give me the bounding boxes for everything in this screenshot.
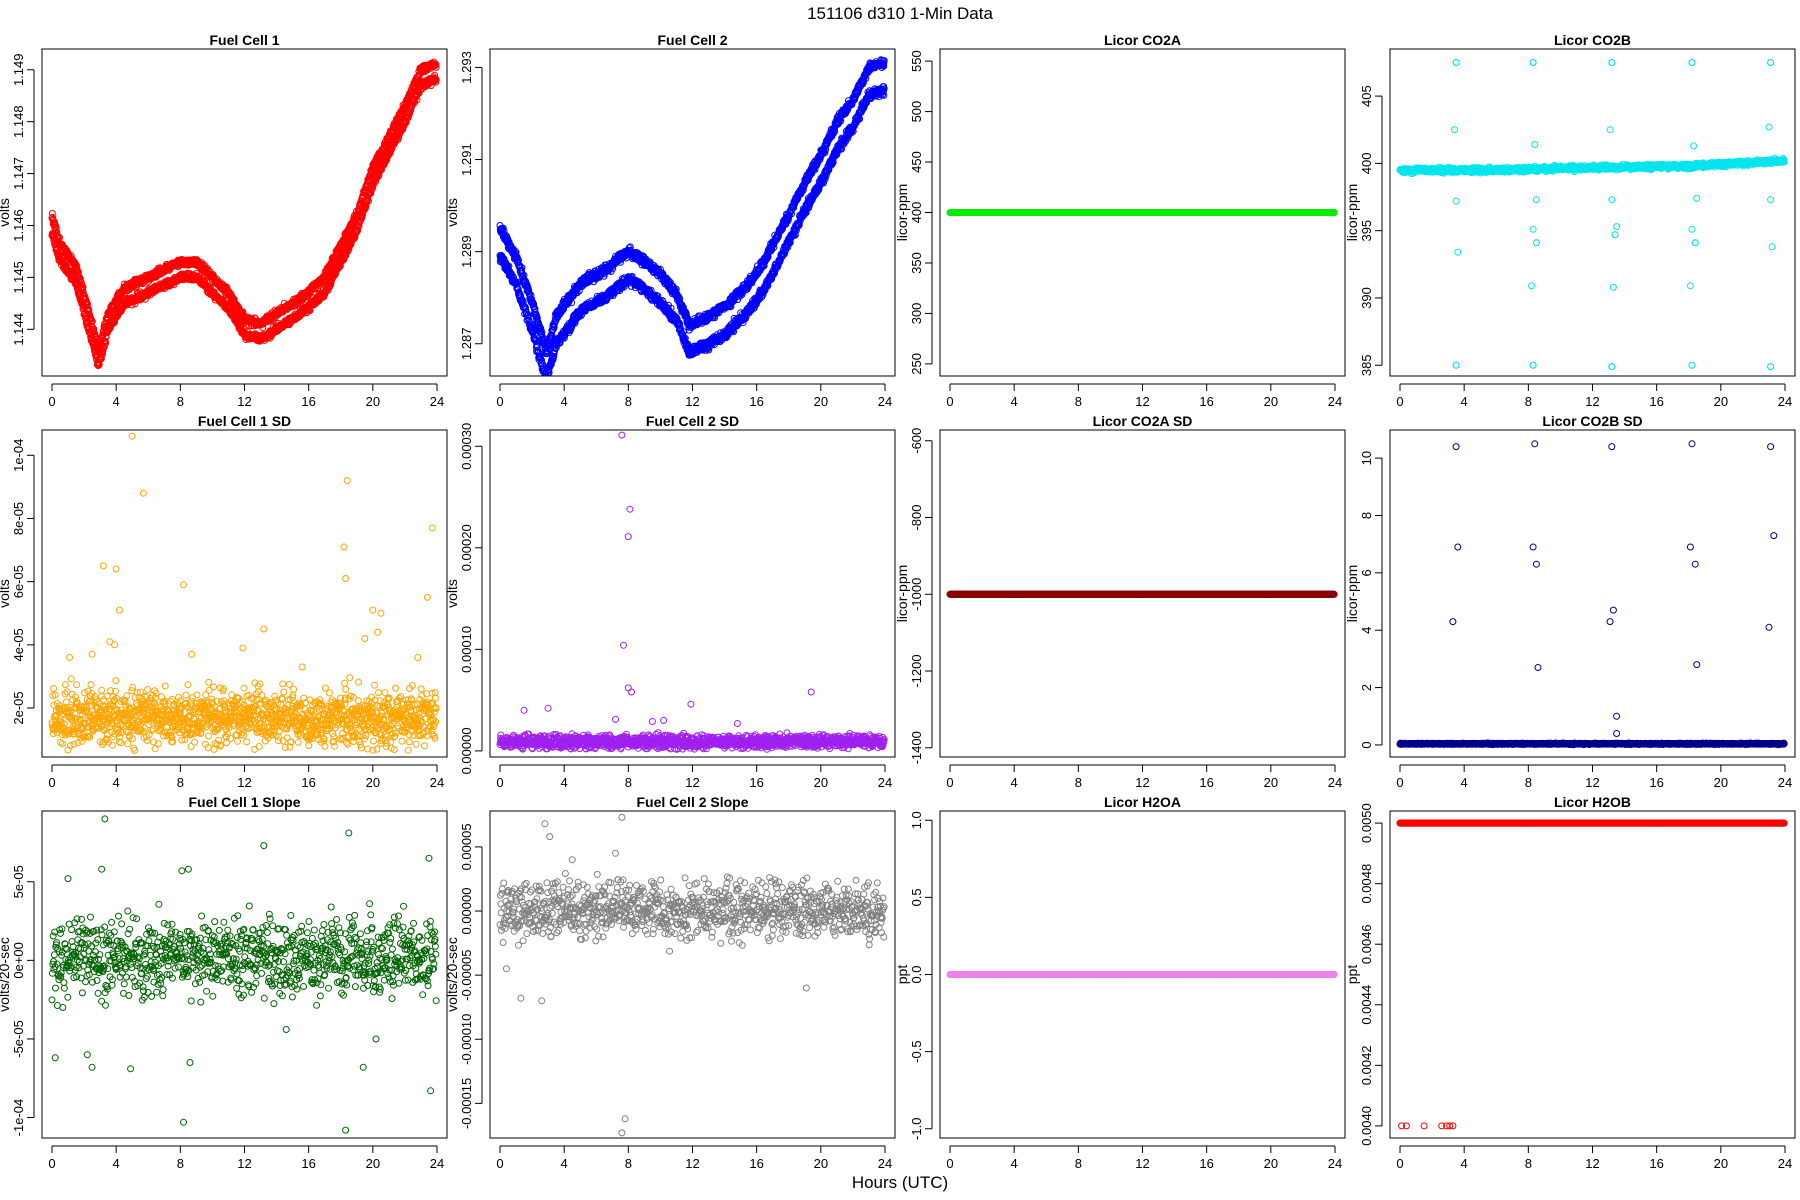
data-point: [539, 360, 547, 368]
x-tick-label: 0: [48, 394, 55, 409]
data-point: [306, 307, 314, 315]
figure-title: 151106 d310 1-Min Data: [807, 4, 993, 23]
data-point: [74, 268, 82, 276]
data-point: [676, 320, 684, 328]
data-point: [49, 216, 57, 224]
data-point: [49, 213, 56, 221]
data-point: [78, 284, 86, 291]
data-point: [351, 233, 359, 241]
data-point: [99, 346, 107, 354]
y-tick-label: 1.144: [11, 313, 26, 346]
panel-title: Fuel Cell 1: [209, 32, 279, 48]
y-tick-label: 1.147: [11, 157, 26, 190]
data-point: [533, 315, 541, 322]
y-tick-label: 1.146: [11, 209, 26, 242]
data-point: [364, 197, 372, 205]
data-point: [85, 306, 93, 314]
x-tick-label: 24: [430, 394, 444, 409]
data-point: [432, 76, 440, 84]
data-point: [432, 78, 440, 86]
data-point: [673, 314, 681, 322]
y-tick-label: 1.149: [11, 53, 26, 86]
data-point: [432, 60, 440, 68]
x-tick-label: 12: [237, 394, 251, 409]
x-tick-label: 16: [301, 394, 315, 409]
data-point: [683, 313, 691, 321]
data-point: [86, 311, 94, 319]
data-point: [102, 333, 110, 341]
data-point: [413, 96, 421, 104]
data-point: [538, 357, 546, 364]
data-point: [548, 357, 556, 364]
data-point: [346, 241, 354, 249]
panel-fuel-cell-1: Fuel Cell 10 4 8 12 16 20 241.1441.1451.1461.1…: [0, 32, 448, 409]
panel-fuel-cell-2: Fuel Cell 20 4 8 12 16 20 241.2871.2891.2911.2…: [444, 32, 896, 409]
data-point: [367, 189, 375, 197]
y-axis: 1.144 1.145 1.146 1.147 1.148 1.149: [11, 53, 35, 346]
x-axis: 0 4 8 12 16 20 24: [48, 383, 444, 409]
data-point: [543, 350, 551, 358]
data-point: [52, 224, 60, 232]
data-point: [544, 370, 552, 376]
series-fuel-cell-2: [496, 56, 888, 376]
data-point: [56, 234, 63, 241]
x-tick-label: 4: [113, 394, 120, 409]
y-tick-label: 1.145: [11, 261, 26, 294]
data-point: [99, 350, 106, 358]
data-point: [727, 303, 735, 311]
data-point: [510, 274, 518, 282]
plot-frame: [41, 48, 448, 377]
data-point: [543, 374, 549, 376]
data-point: [675, 321, 683, 329]
x-tick-label: 8: [177, 394, 184, 409]
data-point: [76, 275, 84, 283]
data-point: [512, 248, 520, 256]
data-point: [402, 118, 410, 126]
data-point: [90, 325, 98, 333]
x-tick-label: 20: [366, 394, 380, 409]
data-point: [97, 355, 105, 363]
data-point: [432, 63, 440, 71]
data-point: [336, 262, 344, 270]
panel-grid: Fuel Cell 10 4 8 12 16 20 241.1441.1451.1461.1…: [0, 32, 1796, 1171]
data-point: [522, 305, 530, 313]
data-point: [354, 226, 362, 234]
panel-title: Fuel Cell 2: [657, 32, 727, 48]
data-point: [549, 354, 557, 361]
data-point: [77, 279, 85, 287]
data-point: [667, 304, 675, 312]
series-fuel-cell-1: [48, 58, 440, 370]
y-axis-label: volts: [0, 198, 12, 227]
y-tick-label: 1.148: [11, 105, 26, 138]
